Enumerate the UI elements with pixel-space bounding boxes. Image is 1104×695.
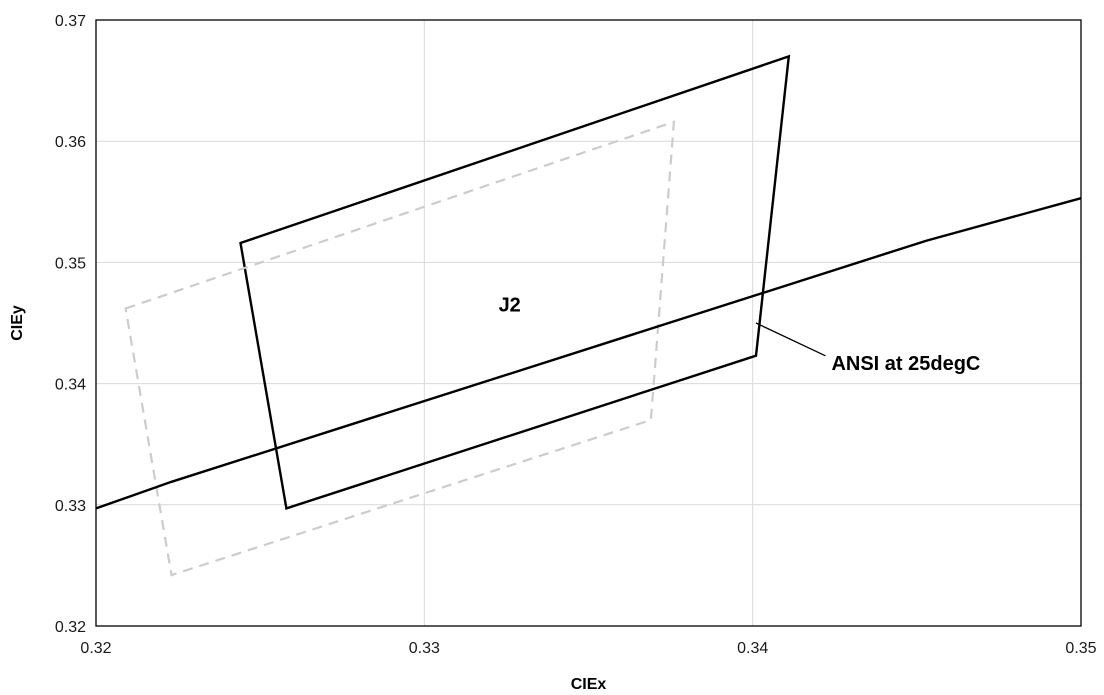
x-tick-label: 0.33 bbox=[409, 640, 440, 657]
bin-j2-outline bbox=[239, 54, 791, 510]
y-tick-label: 0.35 bbox=[55, 255, 86, 272]
annotation-layer: J2 ANSI at 25degC bbox=[499, 295, 981, 375]
y-tick-label: 0.32 bbox=[55, 619, 86, 636]
x-tick-label: 0.32 bbox=[80, 640, 111, 657]
tick-layer: 0.32 0.33 0.34 0.35 0.32 0.33 0.34 0.35 0.36 0.37 bbox=[55, 13, 1097, 657]
x-tick-label: 0.35 bbox=[1065, 640, 1096, 657]
x-axis-title: CIEx bbox=[571, 676, 607, 693]
series-layer bbox=[95, 54, 1082, 577]
y-tick-label: 0.37 bbox=[55, 13, 86, 30]
ansi-label: ANSI at 25degC bbox=[831, 353, 980, 375]
y-tick-label: 0.34 bbox=[55, 377, 86, 394]
annotation-leader-line bbox=[755, 322, 826, 357]
bin-label-j2: J2 bbox=[499, 295, 521, 317]
y-tick-label: 0.36 bbox=[55, 134, 86, 151]
ansi-25degc-line bbox=[95, 197, 1082, 510]
x-tick-label: 0.34 bbox=[737, 640, 768, 657]
grid-layer bbox=[96, 20, 1081, 626]
y-axis-title: CIEy bbox=[9, 305, 26, 341]
plot-frame bbox=[95, 19, 1082, 627]
y-tick-label: 0.33 bbox=[55, 498, 86, 515]
